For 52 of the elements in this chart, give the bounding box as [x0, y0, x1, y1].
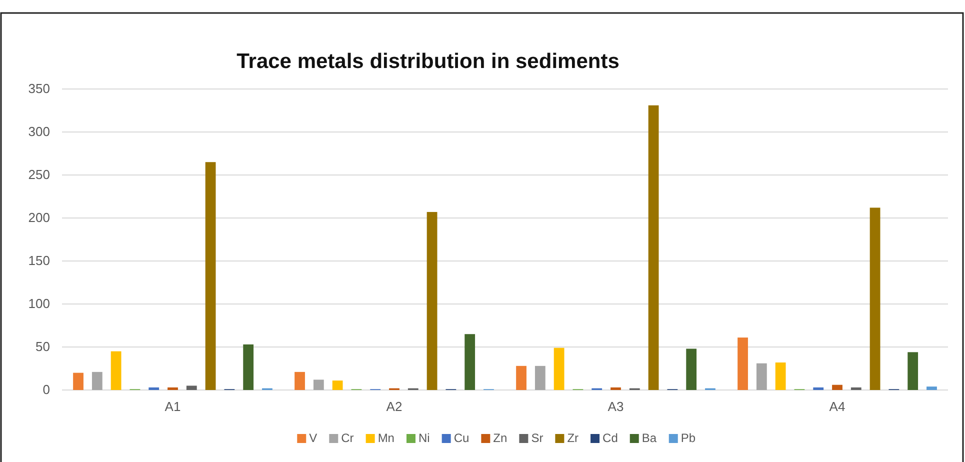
bar: [756, 363, 767, 390]
x-tick-label: A3: [608, 399, 624, 414]
legend-label: Zr: [567, 431, 579, 445]
bar: [610, 387, 621, 390]
y-tick-label: 300: [28, 124, 50, 140]
bar: [168, 387, 178, 390]
legend-label: Cu: [454, 431, 470, 445]
y-tick-label: 200: [28, 210, 50, 226]
bar: [243, 344, 254, 390]
x-tick-label: A4: [829, 399, 846, 414]
bar: [908, 352, 918, 390]
bar: [110, 351, 122, 390]
bar: [534, 366, 546, 390]
x-tick-label: A1: [164, 399, 181, 414]
legend-label: Sr: [531, 431, 544, 445]
y-tick-label: 100: [28, 296, 50, 312]
bar: [832, 384, 842, 390]
bar: [813, 387, 824, 390]
bar: [332, 380, 343, 390]
legend-label: Cr: [341, 431, 354, 445]
legend-label: Ba: [642, 431, 657, 445]
legend-label: Ni: [418, 431, 430, 445]
legend-label: Mn: [378, 431, 394, 445]
chart-title: Trace metals distribution in sediments: [236, 50, 620, 73]
bar: [775, 362, 786, 390]
bar: [73, 372, 84, 390]
y-tick-label: 0: [42, 382, 50, 398]
legend-label: Cd: [602, 431, 618, 445]
y-tick-label: 350: [28, 81, 50, 96]
bar: [870, 208, 880, 390]
legend-label: Pb: [680, 431, 696, 445]
bar: [464, 334, 476, 390]
bar: [313, 380, 324, 390]
bar: [426, 212, 438, 390]
y-tick-label: 150: [28, 253, 50, 268]
bar: [850, 387, 862, 390]
bar: [186, 386, 197, 390]
bar: [92, 372, 102, 390]
bar: [516, 366, 526, 390]
legend-label: V: [309, 431, 318, 445]
bar: [686, 348, 697, 390]
bar: [148, 387, 160, 390]
bar: [205, 162, 216, 390]
bar: [294, 372, 305, 390]
bar: [554, 348, 564, 390]
bar: [648, 105, 659, 390]
bar: [926, 386, 937, 390]
y-tick-label: 250: [28, 167, 50, 182]
legend-label: Zn: [493, 431, 508, 445]
bar: [738, 338, 748, 390]
y-tick-label: 50: [36, 339, 50, 354]
x-tick-label: A2: [386, 399, 402, 414]
